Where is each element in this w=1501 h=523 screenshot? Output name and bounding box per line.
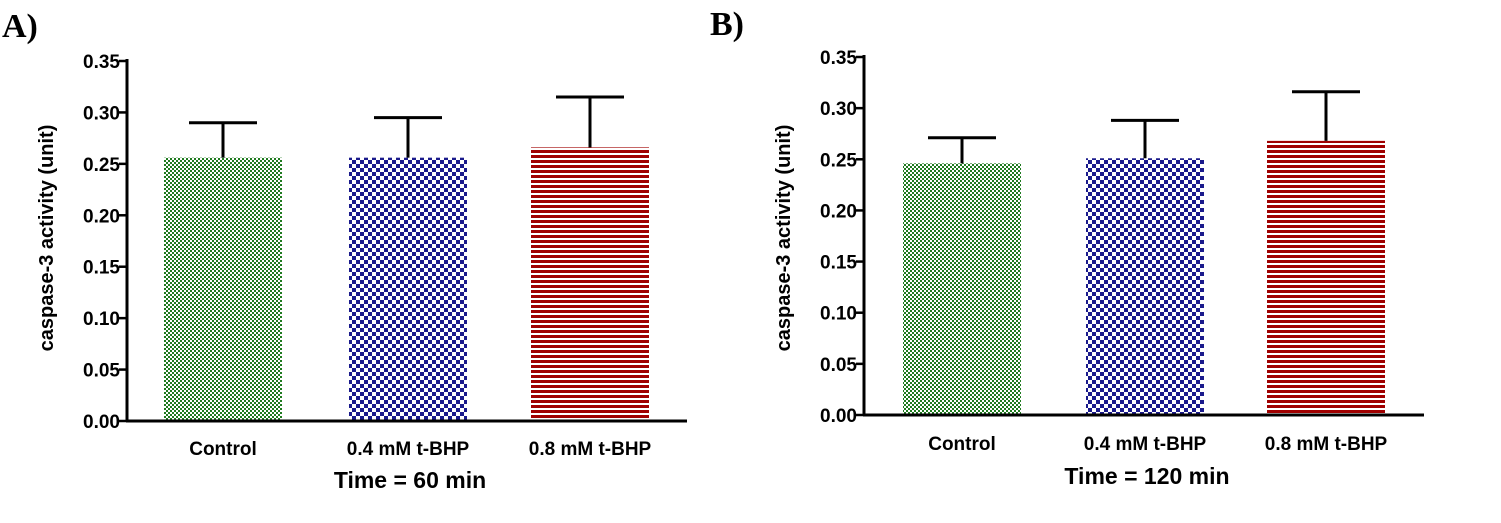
bar	[1086, 158, 1204, 415]
y-tick-label: 0.05	[820, 355, 857, 376]
category-label: 0.8 mM t-BHP	[529, 439, 652, 460]
y-tick-label: 0.15	[820, 253, 857, 274]
panel-label: A)	[2, 8, 38, 45]
category-label: Control	[189, 439, 257, 460]
x-axis-label: Time = 60 min	[334, 467, 486, 493]
y-tick-label: 0.15	[83, 258, 120, 279]
bar	[349, 157, 467, 421]
y-tick-label: 0.10	[83, 309, 120, 330]
y-tick-label: 0.25	[83, 155, 120, 176]
y-tick-label: 0.30	[83, 103, 120, 124]
category-label: Control	[928, 434, 996, 455]
y-tick-label: 0.35	[820, 48, 857, 69]
x-axis-label: Time = 120 min	[1064, 463, 1229, 489]
y-tick-label: 0.25	[820, 150, 857, 171]
y-tick-label: 0.10	[820, 304, 857, 325]
y-axis-label: caspase-3 activity (unit)	[36, 125, 58, 352]
y-tick-label: 0.20	[83, 206, 120, 227]
panel-label: B)	[710, 6, 744, 43]
y-tick-label: 0.30	[820, 99, 857, 120]
bar	[164, 157, 282, 421]
y-tick-label: 0.20	[820, 201, 857, 222]
y-tick-label: 0.00	[83, 412, 120, 433]
chart-panel-b: B) caspase-3 activity (unit) Time = 120 …	[710, 6, 1424, 489]
category-label: 0.4 mM t-BHP	[1084, 434, 1207, 455]
y-tick-label: 0.35	[83, 52, 120, 73]
y-tick-label: 0.05	[83, 361, 120, 382]
bar	[1267, 140, 1385, 416]
category-label: 0.4 mM t-BHP	[347, 439, 470, 460]
y-tick-label: 0.00	[820, 406, 857, 427]
y-axis-label: caspase-3 activity (unit)	[773, 125, 795, 352]
bar	[903, 163, 1021, 415]
category-label: 0.8 mM t-BHP	[1265, 434, 1388, 455]
chart-panel-a: A) caspase-3 activity (unit) Time = 60 m…	[2, 8, 687, 493]
bar	[531, 147, 649, 421]
